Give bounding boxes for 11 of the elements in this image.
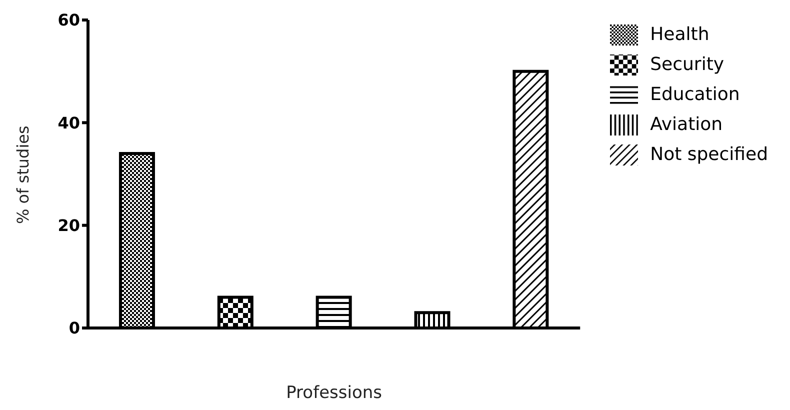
y-tick-label: 60: [58, 10, 80, 30]
x-axis-title: Professions: [286, 383, 382, 403]
y-tick-label: 20: [58, 216, 80, 236]
y-tick-label: 40: [58, 113, 80, 132]
legend-label: Aviation: [650, 114, 723, 135]
legend-label: Health: [650, 24, 710, 45]
legend-label: Education: [650, 84, 740, 105]
legend-label: Security: [650, 54, 724, 75]
y-axis-title: % of studies: [14, 126, 33, 224]
legend-label: Not specified: [650, 144, 768, 165]
y-tick-label: 0: [68, 318, 80, 338]
